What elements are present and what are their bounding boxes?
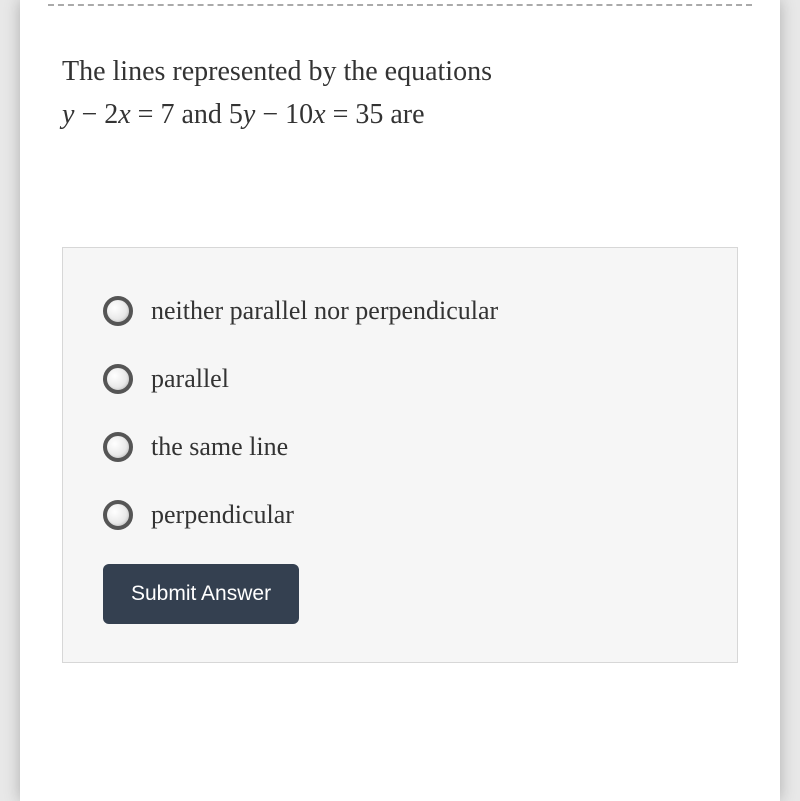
radio-icon: [103, 500, 133, 530]
answer-box: neither parallel nor perpendicular paral…: [62, 247, 738, 663]
page-container: The lines represented by the equations y…: [20, 0, 780, 801]
option-label: parallel: [151, 364, 229, 394]
eq1-rhs: 7: [160, 99, 174, 130]
eq2-rhs: 35: [355, 99, 383, 130]
eq2-10x: 10x: [285, 99, 325, 130]
radio-icon: [103, 432, 133, 462]
eq1-2x: 2x: [104, 99, 130, 130]
option-label: perpendicular: [151, 500, 294, 530]
divider-dashed: [48, 4, 752, 6]
radio-icon: [103, 364, 133, 394]
eq1-minus: −: [74, 99, 104, 130]
and-text: and: [174, 99, 228, 130]
eq1-eq: =: [131, 99, 161, 130]
option-neither[interactable]: neither parallel nor perpendicular: [103, 296, 697, 326]
option-label: neither parallel nor perpendicular: [151, 296, 498, 326]
option-same-line[interactable]: the same line: [103, 432, 697, 462]
option-parallel[interactable]: parallel: [103, 364, 697, 394]
radio-icon: [103, 296, 133, 326]
question-suffix: are: [383, 99, 424, 130]
question-text: The lines represented by the equations y…: [62, 50, 738, 137]
eq2-minus: −: [255, 99, 285, 130]
eq2-5y: 5y: [229, 99, 255, 130]
option-perpendicular[interactable]: perpendicular: [103, 500, 697, 530]
question-area: The lines represented by the equations y…: [20, 0, 780, 137]
eq1-y: y: [62, 99, 74, 130]
option-label: the same line: [151, 432, 288, 462]
submit-button[interactable]: Submit Answer: [103, 564, 299, 624]
eq2-eq: =: [326, 99, 356, 130]
question-prefix: The lines represented by the equations: [62, 56, 492, 87]
